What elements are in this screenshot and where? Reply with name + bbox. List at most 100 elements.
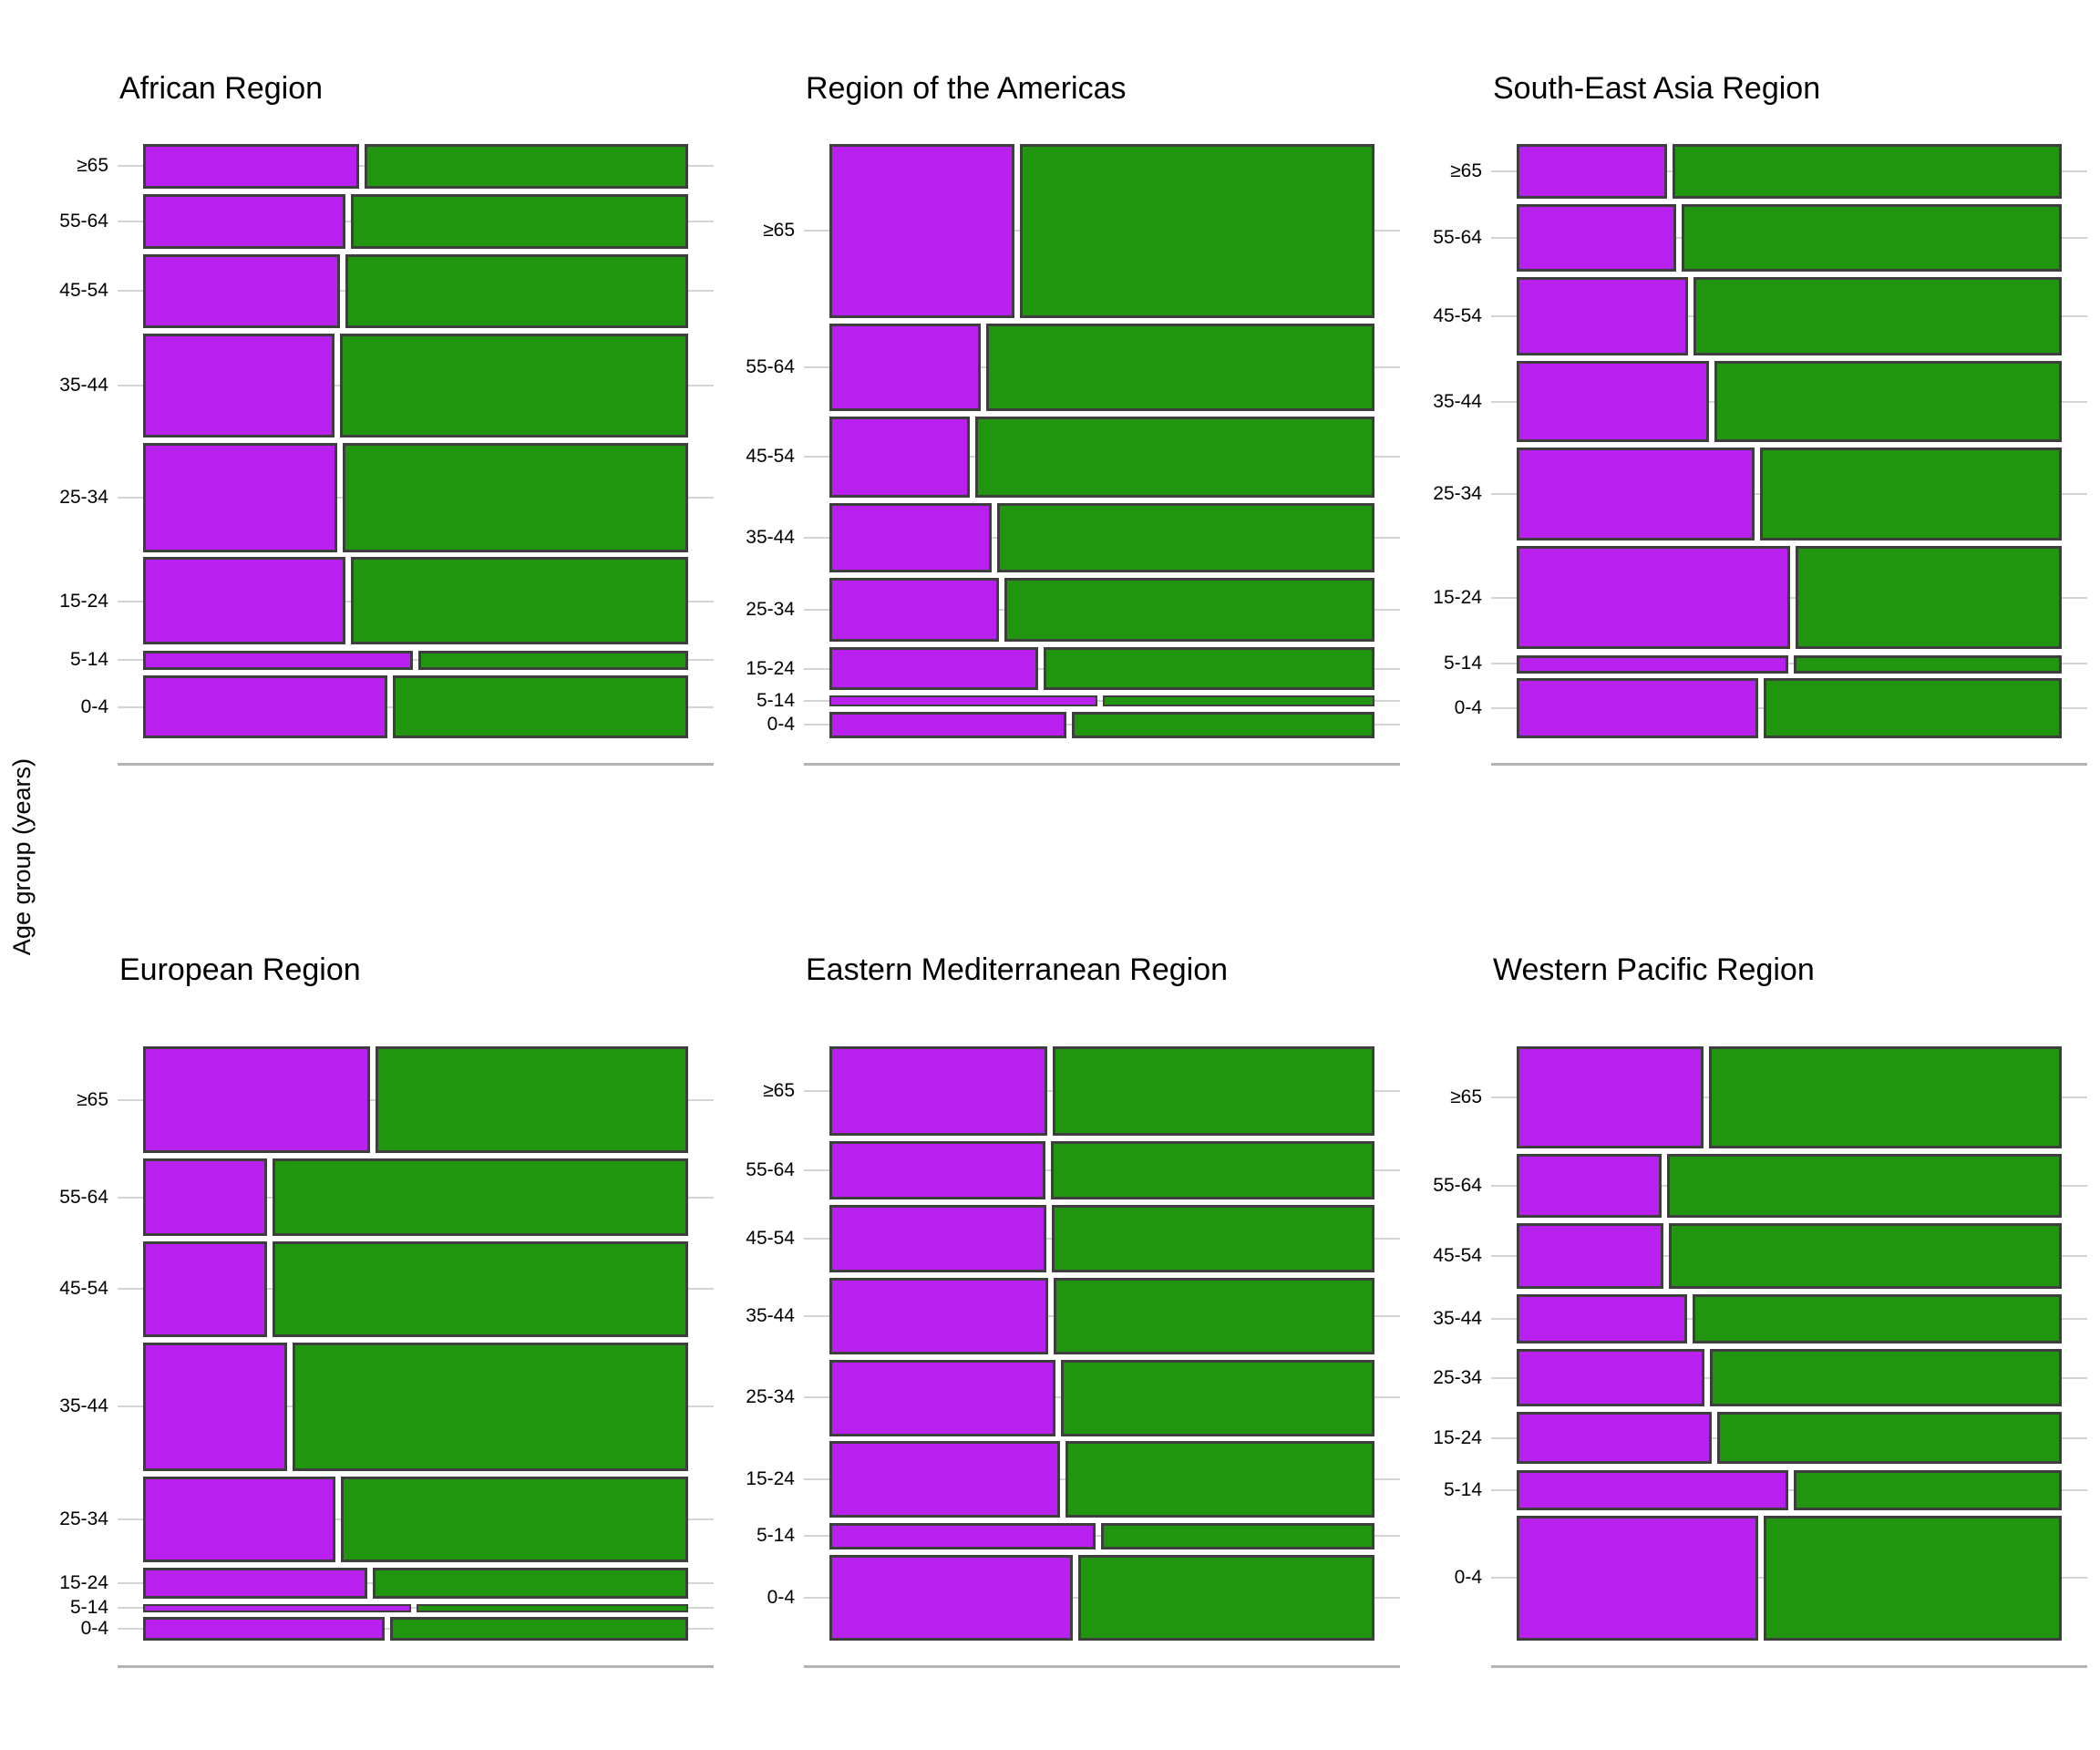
y-tick-label: 0-4 (80, 696, 108, 717)
y-tick-label: ≥65 (77, 155, 108, 176)
mosaic-bar-green (1764, 1516, 2062, 1641)
mosaic-bar-purple (1517, 655, 1788, 674)
mosaic-bar-purple (1517, 204, 1676, 272)
y-tick-label: 45-54 (59, 1278, 108, 1299)
mosaic-bar-green (1065, 1441, 1374, 1518)
mosaic-bar-green (1054, 1278, 1374, 1354)
x-axis-line (804, 1665, 1400, 1668)
y-tick-label: 25-34 (1433, 483, 1482, 504)
y-tick-label: 0-4 (1454, 1567, 1482, 1588)
mosaic-bar-purple (143, 1241, 267, 1337)
y-tick-label: 5-14 (69, 1597, 108, 1618)
mosaic-bar-green (341, 1477, 688, 1562)
mosaic-bar-green (1794, 1470, 2062, 1510)
mosaic-bar-purple (829, 144, 1014, 318)
mosaic-bar-purple (1517, 546, 1790, 649)
mosaic-bar-green (1072, 712, 1374, 738)
mosaic-bar-green (343, 443, 688, 552)
mosaic-bar-green (1103, 695, 1374, 706)
y-tick-label: 55-64 (1433, 227, 1482, 248)
y-tick-label: 35-44 (746, 527, 795, 548)
mosaic-bar-green (1673, 144, 2062, 199)
y-tick-label: 45-54 (1433, 1245, 1482, 1266)
y-tick-label: 0-4 (80, 1618, 108, 1639)
y-tick-label: 25-34 (59, 1508, 108, 1529)
y-tick-label: 55-64 (746, 1159, 795, 1180)
mosaic-bar-green (373, 1568, 688, 1599)
mosaic-bar-purple (829, 1141, 1045, 1199)
y-tick-label: ≥65 (1450, 160, 1482, 181)
gridline (804, 700, 1400, 702)
mosaic-bar-purple (143, 194, 345, 249)
mosaic-bar-green (1796, 546, 2062, 649)
mosaic-bar-green (393, 675, 688, 738)
y-tick-label: 5-14 (1443, 653, 1482, 674)
mosaic-bar-purple (143, 1604, 411, 1612)
y-tick-label: 25-34 (59, 487, 108, 508)
y-tick-label: 15-24 (1433, 587, 1482, 608)
panel-western-pacific-region: Western Pacific Region ≥65 55-64 45-54 35-4… (1433, 952, 2087, 1668)
mosaic-bar-green (1669, 1223, 2062, 1289)
x-axis-line (1491, 1665, 2087, 1668)
y-tick-label: 25-34 (746, 599, 795, 620)
mosaic-bar-green (417, 1604, 688, 1612)
panel-region-of-the-americas: Region of the Americas ≥65 55-64 45-54 35-4… (746, 71, 1400, 766)
plot-area: ≥65 55-64 45-54 35-44 25-34 15-24 5-14 0-4 (746, 1046, 1400, 1668)
mosaic-bar-purple (829, 647, 1038, 690)
y-tick-label: 35-44 (1433, 391, 1482, 412)
panel-european-region: European Region ≥65 55-64 45-54 35-44 25-34 1… (59, 952, 714, 1668)
mosaic-bar-purple (143, 1568, 367, 1599)
panel-title: European Region (119, 952, 361, 987)
mosaic-bar-green (1053, 1046, 1374, 1136)
y-tick-label: ≥65 (1450, 1086, 1482, 1107)
mosaic-bar-green (1693, 277, 2062, 355)
mosaic-bar-purple (1517, 277, 1688, 355)
mosaic-bar-purple (829, 1046, 1047, 1136)
mosaic-bar-green (1760, 448, 2062, 540)
panel-title: Region of the Americas (806, 71, 1127, 106)
mosaic-bar-purple (143, 1477, 335, 1562)
x-axis-line (1491, 763, 2087, 766)
mosaic-bar-green (1714, 361, 2062, 442)
mosaic-bar-green (1710, 1349, 2062, 1406)
mosaic-bar-green (1052, 1205, 1374, 1272)
y-tick-label: 0-4 (767, 1587, 795, 1608)
mosaic-bar-purple (143, 651, 413, 670)
y-tick-label: 5-14 (756, 690, 795, 711)
mosaic-bar-green (1004, 578, 1374, 642)
mosaic-bar-purple (829, 503, 992, 572)
mosaic-bar-purple (143, 443, 337, 552)
mosaic-bar-green (1682, 204, 2062, 272)
y-tick-label: 35-44 (1433, 1308, 1482, 1329)
mosaic-bar-purple (143, 1046, 370, 1153)
mosaic-bar-purple (1517, 1294, 1687, 1343)
mosaic-bar-purple (1517, 448, 1755, 540)
mosaic-bar-purple (1517, 144, 1667, 199)
mosaic-bar-green (986, 324, 1374, 411)
mosaic-bar-green (1764, 678, 2062, 738)
y-tick-label: 5-14 (69, 649, 108, 670)
mosaic-bar-purple (143, 254, 340, 328)
y-tick-label: ≥65 (763, 220, 795, 241)
mosaic-bar-green (376, 1046, 688, 1153)
mosaic-bar-green (365, 144, 688, 189)
mosaic-bar-green (273, 1158, 688, 1236)
mosaic-bar-green (1693, 1294, 2062, 1343)
mosaic-bar-purple (829, 712, 1066, 738)
mosaic-bar-green (1051, 1141, 1374, 1199)
y-tick-label: 45-54 (746, 1228, 795, 1249)
panel-title: Eastern Mediterranean Region (806, 952, 1229, 987)
mosaic-bar-purple (829, 1278, 1048, 1354)
panel-title: African Region (119, 71, 324, 106)
mosaic-bar-purple (829, 1523, 1096, 1549)
mosaic-bar-purple (1517, 361, 1709, 442)
y-tick-label: 15-24 (1433, 1427, 1482, 1448)
x-axis-line (118, 1665, 714, 1668)
mosaic-bar-purple (829, 417, 970, 498)
y-tick-label: 5-14 (1443, 1479, 1482, 1500)
y-tick-label: 45-54 (59, 280, 108, 301)
mosaic-bar-purple (1517, 678, 1758, 738)
mosaic-bar-purple (143, 557, 345, 644)
panel-south-east-asia-region: South-East Asia Region ≥65 55-64 45-54 35-4… (1433, 71, 2087, 766)
mosaic-bar-purple (829, 1205, 1046, 1272)
